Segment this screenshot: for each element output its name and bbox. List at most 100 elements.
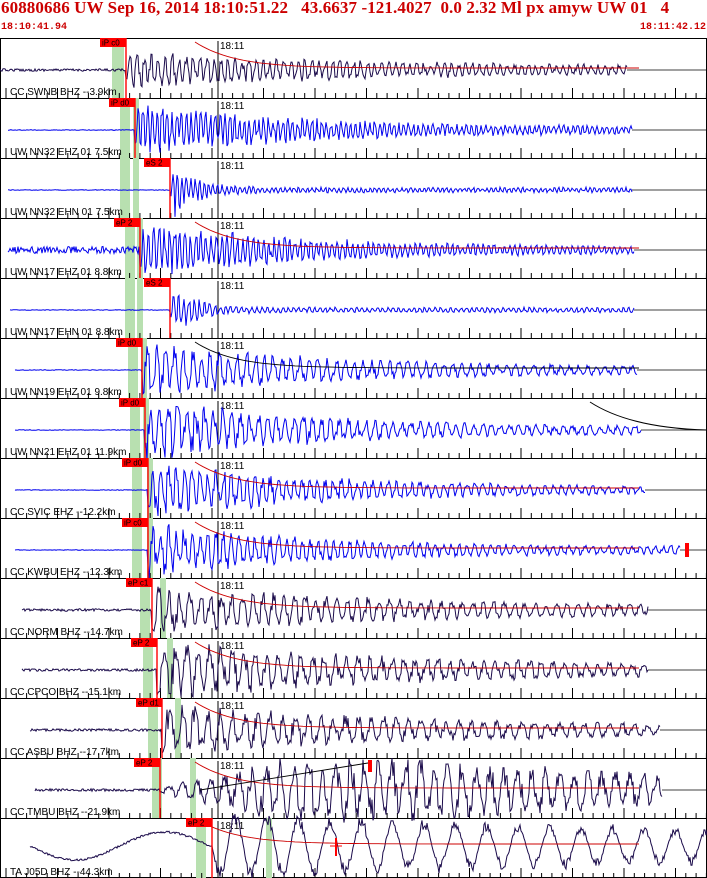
- minute-mark: 18:11: [220, 221, 245, 232]
- pick-window: [132, 518, 153, 578]
- pick-flag[interactable]: [122, 518, 148, 527]
- waveform: [14, 524, 681, 579]
- pick-flag[interactable]: [109, 98, 135, 107]
- time-ticks: [5, 628, 707, 638]
- waveform: [15, 406, 642, 463]
- minute-mark: 18:11: [220, 101, 245, 112]
- waveform: [7, 227, 635, 275]
- pick-window: [196, 818, 272, 878]
- pick-flag[interactable]: [136, 698, 162, 707]
- station-label: UW NN19 EHZ 01 9.8km: [10, 387, 122, 398]
- trace-panel[interactable]: 18:11 eP 2 CC TMBU BHZ --21.9km: [0, 758, 707, 823]
- trace-panel[interactable]: 18:11 iP d0 CC SVIC EHZ --12.2km: [0, 458, 707, 519]
- station-label: CC CPCO BHZ --15.1km: [10, 687, 121, 698]
- pick-flag[interactable]: [119, 398, 145, 407]
- coda-curve: [194, 341, 639, 369]
- waveform: [21, 586, 649, 633]
- time-ticks: [5, 448, 707, 458]
- time-ticks: [5, 508, 707, 518]
- event-header: 60880686 UW Sep 16, 2014 18:10:51.22 43.…: [0, 0, 707, 38]
- pick-window: [132, 458, 153, 518]
- trace-panel[interactable]: 18:11 iP d0 UW NN21 EHZ 01 11.9km: [0, 398, 707, 463]
- trace-panel[interactable]: 18:11 iP c0 CC SWNB BHZ --3.9km: [0, 38, 707, 99]
- waveform: [7, 105, 633, 153]
- trace-panel[interactable]: 18:11 eP d1 CC ASBU BHZ --17.7km: [0, 698, 707, 759]
- start-time: 18:10:41.94: [1, 22, 68, 33]
- pick-label: eS 2: [146, 279, 163, 288]
- pick-window: [125, 278, 143, 338]
- minute-mark: 18:11: [220, 161, 245, 172]
- time-ticks: [5, 388, 707, 398]
- trace-panel[interactable]: 18:11 eP 2 UW NN17 EHZ 01 8.8km: [0, 218, 707, 279]
- end-time: 18:11:42.12: [639, 22, 706, 33]
- pick-label: iP d0: [111, 99, 130, 108]
- trace-panel[interactable]: 18:11 iP d0 UW NN19 EHZ 01 9.8km: [0, 338, 707, 399]
- minute-mark: 18:11: [220, 581, 245, 592]
- station-label: UW NN17 EHZ 01 8.8km: [10, 267, 122, 278]
- coda-curve: [194, 461, 639, 489]
- time-ticks: [5, 268, 707, 278]
- pick-flag[interactable]: [144, 278, 170, 287]
- pick-window: [120, 98, 139, 158]
- waveform: [29, 704, 661, 754]
- station-label: CC NORM BHZ --14.7km: [10, 627, 123, 638]
- time-ticks: [5, 208, 707, 218]
- station-label: UW NN21 EHZ 01 11.9km: [10, 447, 127, 458]
- pick-label: eP 2: [133, 639, 150, 648]
- pick-window: [143, 638, 173, 698]
- pick-flag[interactable]: [126, 578, 152, 587]
- station-label: CC KWBU EHZ --12.3km: [10, 567, 122, 578]
- coda-curve: [194, 761, 639, 789]
- time-ticks: [5, 88, 707, 98]
- pick-window: [128, 338, 147, 398]
- pick-label: iP c0: [124, 519, 142, 528]
- seismogram-panel[interactable]: 18:11 iP c0 CC SWNB BHZ --3.9km 18:11 iP d0 U…: [0, 38, 707, 878]
- coda-curve: [194, 701, 639, 729]
- end-marker[interactable]: [368, 760, 372, 772]
- pick-window: [112, 38, 124, 98]
- trace-panel[interactable]: 18:11 eS 2 UW NN17 EHN 01 8.8km: [0, 278, 707, 339]
- time-ticks: [5, 748, 707, 758]
- minute-mark: 18:11: [220, 761, 245, 772]
- station-label: CC SVIC EHZ --12.2km: [10, 507, 116, 518]
- event-title: 60880686 UW Sep 16, 2014 18:10:51.22 43.…: [1, 0, 670, 17]
- ramp-line: [199, 762, 369, 791]
- pick-flag[interactable]: [116, 338, 142, 347]
- trace-panel[interactable]: 18:11 iP d0 UW NN32 EHZ 01 7.5km: [0, 98, 707, 159]
- minute-mark: 18:11: [220, 41, 245, 52]
- pick-flag[interactable]: [100, 38, 126, 47]
- coda-curve: [194, 521, 639, 549]
- pick-label: eS 2: [146, 159, 163, 168]
- trace-panel[interactable]: 18:11 eP 2 TA J05D BHZ --44.3km: [0, 813, 707, 878]
- coda-curve: [194, 581, 639, 609]
- pick-flag[interactable]: [134, 758, 160, 767]
- minute-mark: 18:11: [220, 401, 245, 412]
- trace-panel[interactable]: 18:11 eP 2 CC CPCO BHZ --15.1km: [0, 638, 707, 699]
- pick-flag[interactable]: [144, 158, 170, 167]
- station-label: CC TMBU BHZ --21.9km: [10, 807, 120, 818]
- trace-panel[interactable]: 18:11 eS 2 UW NN32 EHN 01 7.5km: [0, 158, 707, 219]
- pick-flag[interactable]: [122, 458, 148, 467]
- pick-window: [120, 158, 139, 218]
- pick-label: iP d0: [118, 339, 137, 348]
- coda-curve: [589, 401, 707, 431]
- waveform: [14, 344, 638, 395]
- waveform: [7, 174, 633, 217]
- trace-panel[interactable]: 18:11 iP c0 CC KWBU EHZ --12.3km: [0, 518, 707, 579]
- trace-panel[interactable]: 18:11 eP c1 CC NORM BHZ --14.7km: [0, 578, 707, 639]
- time-ticks: [5, 688, 707, 698]
- time-ticks: [5, 568, 707, 578]
- pick-flag[interactable]: [131, 638, 157, 647]
- station-label: UW NN32 EHN 01 7.5km: [10, 207, 123, 218]
- pick-flag[interactable]: [186, 818, 212, 827]
- pick-label: eP 2: [136, 759, 153, 768]
- pick-flag[interactable]: [114, 218, 140, 227]
- minute-mark: 18:11: [220, 821, 245, 832]
- minute-mark: 18:11: [220, 461, 245, 472]
- waveform: [14, 465, 645, 517]
- time-ticks: [5, 328, 707, 338]
- pick-window: [140, 578, 166, 638]
- end-marker[interactable]: [685, 543, 689, 557]
- station-label: UW NN17 EHN 01 8.8km: [10, 327, 123, 338]
